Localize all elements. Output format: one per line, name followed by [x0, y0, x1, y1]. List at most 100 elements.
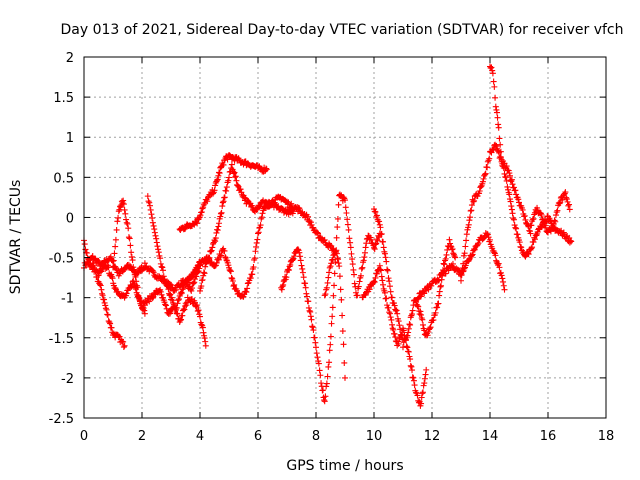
data-point: [271, 199, 278, 206]
y-tick-label: -2.5: [49, 412, 74, 427]
data-point: [223, 184, 230, 191]
data-point: [321, 236, 328, 243]
data-point: [328, 260, 335, 267]
data-point: [552, 218, 559, 225]
x-axis-label: GPS time / hours: [286, 458, 403, 474]
y-axis-label: SDTVAR / TECUs: [8, 180, 24, 295]
data-point: [547, 228, 554, 235]
data-point: [499, 275, 506, 282]
data-point: [160, 273, 167, 280]
data-point: [326, 359, 333, 366]
data-point: [516, 239, 523, 246]
data-point: [373, 270, 380, 277]
data-point: [319, 387, 326, 394]
data-point: [81, 241, 88, 248]
data-point: [280, 281, 287, 288]
data-point: [425, 329, 432, 336]
data-point: [496, 264, 503, 271]
data-point: [307, 308, 314, 315]
data-point: [341, 359, 348, 366]
data-point: [294, 246, 301, 253]
data-point: [296, 205, 303, 212]
data-point: [407, 362, 414, 369]
data-point: [218, 252, 225, 259]
data-point: [219, 203, 226, 210]
data-point: [428, 282, 435, 289]
data-point: [539, 215, 546, 222]
y-tick-label: 1.5: [53, 91, 74, 106]
data-point: [104, 312, 111, 319]
data-point: [350, 266, 357, 273]
data-point: [476, 187, 483, 194]
series-sat-g: [197, 161, 296, 294]
data-point: [149, 219, 156, 226]
data-point: [325, 274, 332, 281]
data-point: [405, 325, 412, 332]
series-sat-l: [371, 206, 459, 351]
data-point: [514, 231, 521, 238]
data-point: [371, 278, 377, 285]
data-point: [340, 341, 347, 348]
data-point: [188, 287, 195, 294]
data-point: [123, 219, 130, 226]
data-point: [552, 212, 559, 219]
data-point: [531, 236, 538, 243]
data-point: [442, 255, 449, 262]
data-point: [497, 269, 504, 276]
data-point: [94, 273, 101, 280]
data-point: [100, 296, 107, 303]
data-point: [108, 273, 115, 280]
data-point: [285, 267, 292, 274]
chart-title: Day 013 of 2021, Sidereal Day-to-day VTE…: [60, 22, 623, 38]
data-point: [299, 269, 306, 276]
data-point: [460, 268, 467, 275]
data-point: [291, 253, 298, 260]
data-point: [322, 393, 329, 400]
data-point: [221, 194, 228, 201]
data-point: [131, 268, 138, 275]
data-point: [107, 320, 114, 327]
data-point: [95, 257, 102, 264]
data-point: [527, 230, 534, 237]
data-point: [153, 239, 160, 246]
data-point: [342, 374, 348, 381]
data-point: [515, 196, 522, 203]
data-point: [130, 264, 137, 271]
data-point: [137, 268, 144, 275]
data-point: [329, 256, 336, 263]
data-point: [259, 210, 266, 217]
data-point: [279, 283, 286, 290]
data-point: [322, 291, 329, 298]
data-point: [220, 198, 227, 205]
data-point: [232, 173, 239, 180]
data-point: [418, 400, 425, 407]
data-point: [419, 390, 426, 397]
data-point: [214, 227, 221, 234]
data-point: [98, 286, 105, 293]
data-point: [366, 286, 373, 293]
data-point: [436, 288, 443, 295]
data-point: [471, 246, 478, 253]
data-point: [305, 213, 312, 220]
data-point: [109, 275, 116, 282]
data-point: [469, 251, 476, 258]
data-point: [551, 217, 558, 224]
data-point: [391, 302, 398, 309]
data-point: [181, 306, 188, 313]
data-point: [99, 290, 106, 297]
data-point: [195, 307, 202, 314]
data-point: [434, 276, 441, 283]
data-point: [357, 272, 364, 279]
data-point: [244, 285, 251, 292]
data-point: [130, 280, 137, 287]
data-point: [491, 249, 498, 256]
data-point: [168, 294, 175, 301]
data-points: [81, 63, 575, 409]
data-point: [498, 158, 505, 165]
data-point: [519, 206, 526, 213]
data-point: [324, 373, 331, 380]
data-point: [221, 247, 228, 254]
data-point: [425, 286, 432, 293]
data-point: [518, 247, 525, 254]
data-point: [538, 223, 545, 230]
